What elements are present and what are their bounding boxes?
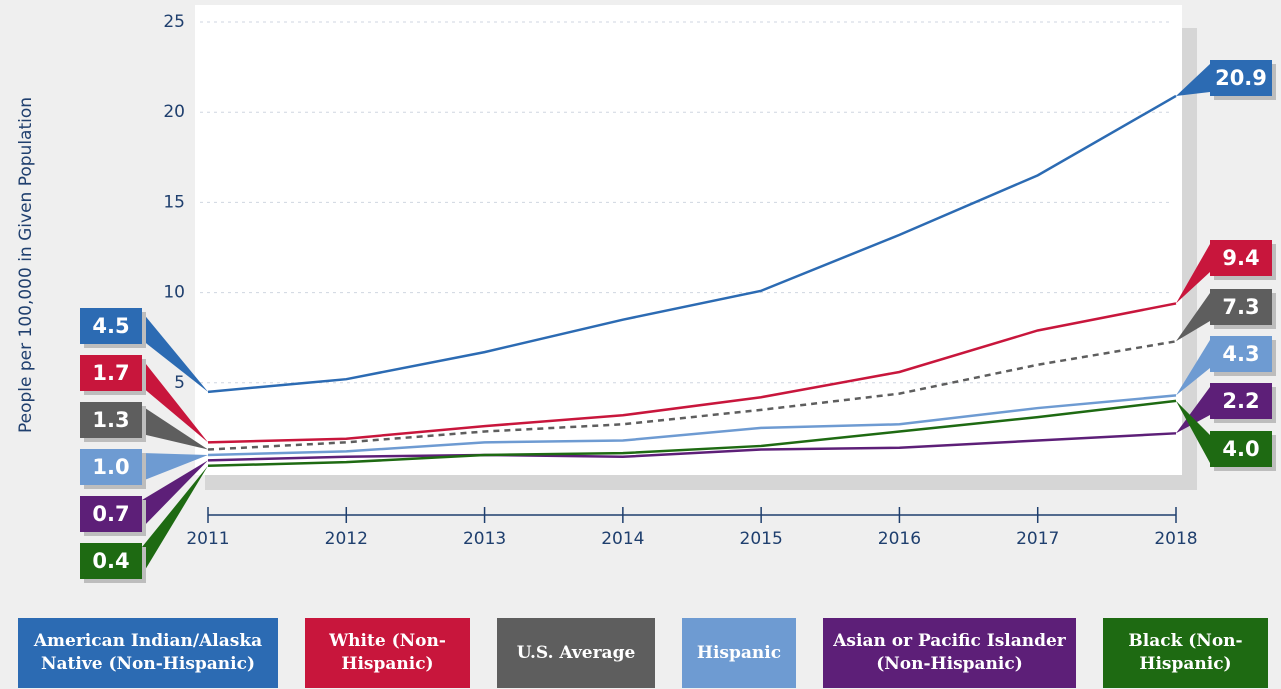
legend-item: U.S. Average	[497, 618, 655, 688]
legend-item: Black (Non-Hispanic)	[1103, 618, 1268, 688]
series-line	[207, 340, 1177, 451]
series-line	[207, 394, 1177, 457]
series-line	[207, 302, 1177, 444]
label-pointer	[142, 453, 208, 481]
label-pointer	[1176, 387, 1210, 434]
y-axis-label: People per 100,000 in Given Population	[16, 97, 36, 433]
label-pointer	[142, 465, 208, 575]
x-tick-label: 2012	[325, 529, 368, 549]
label-pointer	[142, 312, 208, 392]
y-tick-label: 20	[163, 102, 185, 122]
y-tick-label: 10	[163, 283, 185, 303]
data-label: 4.0	[1222, 437, 1259, 461]
plot-area	[195, 5, 1182, 475]
label-pointer	[142, 359, 208, 443]
x-tick-label: 2015	[740, 529, 783, 549]
label-box	[80, 496, 142, 532]
label-box	[80, 308, 142, 344]
data-label: 1.3	[92, 408, 129, 432]
label-pointer	[142, 406, 208, 450]
x-tick-label: 2017	[1016, 529, 1059, 549]
data-label: 7.3	[1222, 295, 1259, 319]
series-line	[207, 94, 1177, 394]
data-label: 4.5	[92, 314, 129, 338]
chart: People per 100,000 in Given Population 5…	[16, 5, 1276, 583]
data-label: 0.4	[92, 549, 129, 573]
x-tick-label: 2014	[601, 529, 644, 549]
series-line	[207, 399, 1177, 468]
x-tick-label: 2016	[878, 529, 921, 549]
legend-item: White (Non-Hispanic)	[305, 618, 470, 688]
x-tick-label: 2013	[463, 529, 506, 549]
label-box	[1210, 240, 1272, 276]
series-line	[207, 432, 1177, 462]
data-label: 2.2	[1222, 389, 1259, 413]
legend-item: American Indian/Alaska Native (Non-Hispa…	[18, 618, 278, 688]
data-label: 4.3	[1222, 342, 1259, 366]
data-label: 1.0	[92, 455, 129, 479]
label-pointer	[142, 460, 208, 528]
legend-item: Hispanic	[682, 618, 796, 688]
label-pointer	[1176, 293, 1210, 342]
label-box	[1210, 383, 1272, 419]
label-box	[1210, 431, 1272, 467]
y-tick-label: 5	[174, 373, 185, 393]
data-label: 0.7	[92, 502, 129, 526]
legend-item: Asian or Pacific Islander (Non-Hispanic)	[823, 618, 1076, 688]
label-box	[80, 543, 142, 579]
data-label: 1.7	[92, 361, 129, 385]
data-label: 20.9	[1215, 66, 1267, 90]
label-pointer	[1176, 244, 1210, 304]
label-pointer	[1176, 64, 1210, 96]
label-box	[1210, 336, 1272, 372]
label-box	[80, 355, 142, 391]
data-label: 9.4	[1222, 246, 1259, 270]
label-pointer	[1176, 400, 1210, 463]
label-box	[1210, 289, 1272, 325]
y-tick-label: 15	[163, 192, 185, 212]
x-tick-label: 2018	[1154, 529, 1197, 549]
label-box	[1210, 60, 1272, 96]
label-box	[80, 402, 142, 438]
label-pointer	[1176, 340, 1210, 396]
y-tick-label: 25	[163, 12, 185, 32]
label-box	[80, 449, 142, 485]
x-tick-label: 2011	[186, 529, 229, 549]
